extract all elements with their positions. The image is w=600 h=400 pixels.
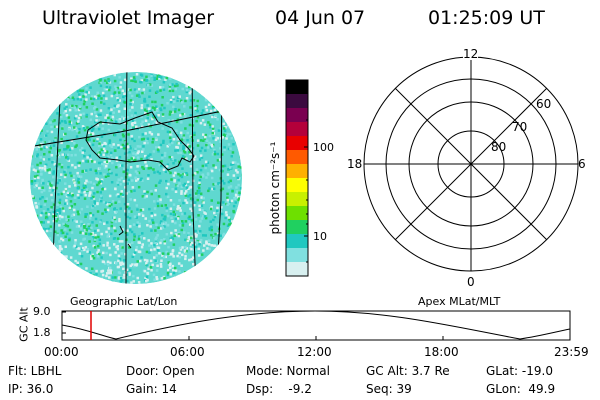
mlat-label-60: 60 [536, 97, 552, 111]
colorbar [286, 80, 308, 277]
orbit-plot-frame [61, 310, 571, 341]
orbit-xtick-1800: 18:00 [424, 345, 459, 359]
orbit-ymax: 9.0 [33, 305, 51, 318]
colorbar-tick-10: 10 [313, 230, 327, 243]
colorbar-band [286, 164, 308, 179]
colorbar-band [286, 122, 308, 137]
colorbar-band [286, 248, 308, 263]
info-seq: Seq: 39 [366, 382, 412, 396]
auroral-image [30, 72, 242, 284]
colorbar-band [286, 220, 308, 235]
orbit-ticks [62, 311, 444, 340]
info-gain: Gain: 14 [126, 382, 177, 396]
colorbar-band [286, 234, 308, 249]
colorbar-band [286, 206, 308, 221]
colorbar-tick-100: 100 [313, 141, 334, 154]
polar-plot [363, 56, 579, 272]
time-label: 01:25:09 UT [428, 7, 545, 29]
orbit-xtick-2359: 23:59 [554, 345, 589, 359]
globe-caption: Geographic Lat/Lon [70, 295, 178, 308]
info-glat: GLat: -19.0 [486, 364, 553, 378]
polar-caption: Apex MLat/MLT [418, 295, 501, 308]
info-door: Door: Open [126, 364, 195, 378]
orbit-xtick-1200: 12:00 [297, 345, 332, 359]
mlt-label-18: 18 [347, 157, 363, 171]
colorbar-frame [285, 79, 309, 277]
colorbar-band [286, 262, 308, 277]
colorbar-band [286, 94, 308, 109]
info-filter: Flt: LBHL [8, 364, 62, 378]
colorbar-unit-label: photon cm⁻²s⁻¹ [268, 141, 282, 235]
info-glon: GLon: 49.9 [486, 382, 556, 396]
orbit-xtick-0000: 00:00 [44, 345, 79, 359]
mlt-label-6: 6 [578, 157, 586, 171]
colorbar-band [286, 192, 308, 207]
colorbar-ticks [304, 119, 308, 263]
date-label: 04 Jun 07 [275, 7, 366, 29]
colorbar-band [286, 108, 308, 123]
mlat-label-70: 70 [512, 120, 528, 134]
colorbar-band [286, 80, 308, 95]
mlt-label-0: 0 [467, 275, 475, 289]
colorbar-band [286, 178, 308, 193]
info-gc-alt: GC Alt: 3.7 Re [366, 364, 450, 378]
info-dsp: Dsp: -9.2 [246, 382, 312, 396]
colorbar-band [286, 150, 308, 165]
info-ip: IP: 36.0 [8, 382, 54, 396]
mlat-label-80: 80 [491, 140, 507, 154]
instrument-title: Ultraviolet Imager [42, 7, 215, 29]
orbit-ymin: 1.8 [33, 326, 51, 339]
mlt-label-12: 12 [463, 47, 479, 61]
orbit-xtick-0600: 06:00 [170, 345, 205, 359]
orbit-altitude-curve [61, 310, 571, 340]
orbit-ylabel: GC Alt [17, 307, 31, 342]
info-mode: Mode: Normal [246, 364, 330, 378]
colorbar-band [286, 136, 308, 151]
